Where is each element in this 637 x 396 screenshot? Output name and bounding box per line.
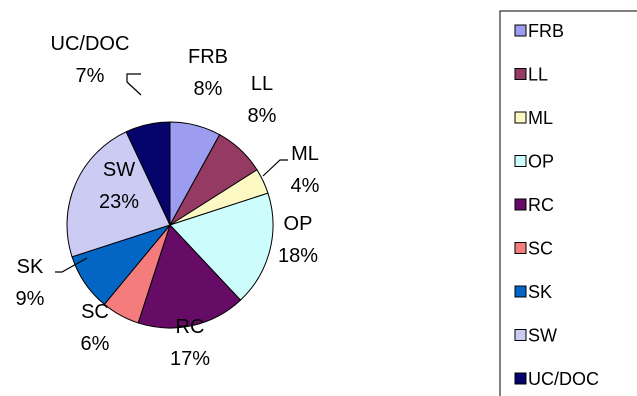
slice-percent-ll: 8% — [248, 105, 277, 127]
legend-label-uc-doc: UC/DOC — [528, 369, 599, 389]
pie-slices — [66, 121, 274, 329]
legend-swatch-ml — [514, 111, 527, 124]
leader-line-uc-doc — [126, 73, 142, 96]
leader-lines — [55, 73, 288, 273]
slice-percent-ml: 4% — [291, 175, 320, 197]
legend-label-op: OP — [528, 152, 554, 172]
legend-label-ll: LL — [528, 65, 548, 85]
legend: FRB LL ML OP RC SC SK SW UC/DOC — [499, 10, 637, 396]
slice-name-sw: SW — [103, 159, 135, 181]
slice-percent-sk: 9% — [16, 288, 45, 310]
pie-slice-rc — [137, 224, 242, 329]
slice-name-ml: ML — [291, 143, 319, 165]
pie-slice-uc-doc — [125, 121, 171, 226]
legend-swatch-uc-doc — [514, 372, 527, 385]
slice-name-ll: LL — [251, 73, 273, 95]
slice-labels: FRB 8% LL 8% ML 4% OP 18% RC 17% SC 6% SK 9% SW 23% UC/D… — [16, 33, 320, 370]
pie-slice-op — [169, 192, 274, 301]
slice-percent-rc: 17% — [170, 348, 210, 370]
legend-label-sw: SW — [528, 326, 557, 346]
legend-label-rc: RC — [528, 195, 554, 215]
slice-percent-op: 18% — [278, 245, 318, 267]
legend-swatch-sw — [514, 329, 527, 341]
legend-label-sc: SC — [528, 239, 553, 259]
legend-label-frb: FRB — [528, 21, 564, 41]
legend-swatch-frb — [514, 24, 527, 37]
slice-percent-frb: 8% — [194, 78, 223, 100]
slice-name-op: OP — [284, 213, 313, 235]
legend-swatch-sc — [514, 242, 527, 254]
slice-name-frb: FRB — [188, 46, 228, 68]
leader-line-sk — [55, 257, 88, 273]
leader-line-ml — [262, 159, 288, 177]
legend-swatch-op — [514, 155, 527, 167]
slice-percent-uc-doc: 7% — [76, 65, 105, 87]
legend-swatch-ll — [514, 68, 527, 80]
legend-swatch-sk — [514, 285, 527, 298]
slice-percent-sc: 6% — [81, 333, 110, 355]
legend-swatch-rc — [514, 198, 527, 211]
slice-name-uc-doc: UC/DOC — [51, 33, 130, 55]
slice-name-sk: SK — [17, 256, 44, 278]
pie-slice-sw — [66, 131, 171, 258]
slice-percent-sw: 23% — [99, 191, 139, 213]
legend-label-sk: SK — [528, 282, 552, 302]
slice-name-sc: SC — [81, 301, 109, 323]
slice-name-rc: RC — [176, 316, 205, 338]
legend-label-ml: ML — [528, 108, 553, 128]
